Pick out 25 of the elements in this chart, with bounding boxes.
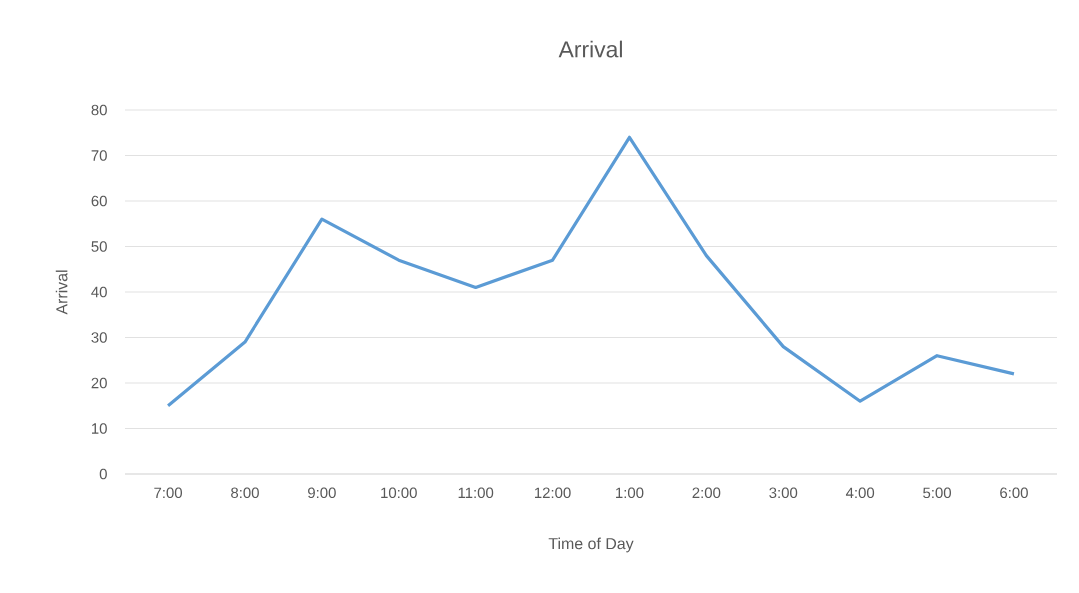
x-tick-label: 6:00 [1000,487,1028,499]
x-tick-label: 8:00 [231,487,259,499]
x-tick-label: 9:00 [308,487,336,499]
y-tick-label: 80 [91,104,107,116]
x-tick-label: 3:00 [769,487,798,499]
y-tick-label: 0 [99,468,107,480]
y-tick-label: 10 [92,423,107,434]
y-tick-label: 40 [91,286,107,298]
y-tick-label: 30 [91,332,107,343]
x-tick-label: 5:00 [923,487,951,499]
y-tick-label: 50 [91,241,107,252]
x-tick-label: 11:00 [458,487,494,499]
x-tick-label: 4:00 [845,487,875,499]
x-axis-title: Time of Day [548,537,634,553]
line-series [166,135,1016,408]
y-tick-label: 60 [91,195,107,207]
chart-title: Arrival [558,40,622,58]
y-tick-label: 70 [91,150,107,161]
x-tick-label: 10:00 [381,487,417,499]
x-tick-label: 7:00 [154,487,183,499]
x-tick-label: 2:00 [692,487,721,499]
x-tick-label: 1:00 [616,487,644,499]
y-axis-title: Arrival [55,270,68,315]
x-tick-label: 12:00 [535,487,571,499]
y-tick-label: 20 [91,377,107,389]
